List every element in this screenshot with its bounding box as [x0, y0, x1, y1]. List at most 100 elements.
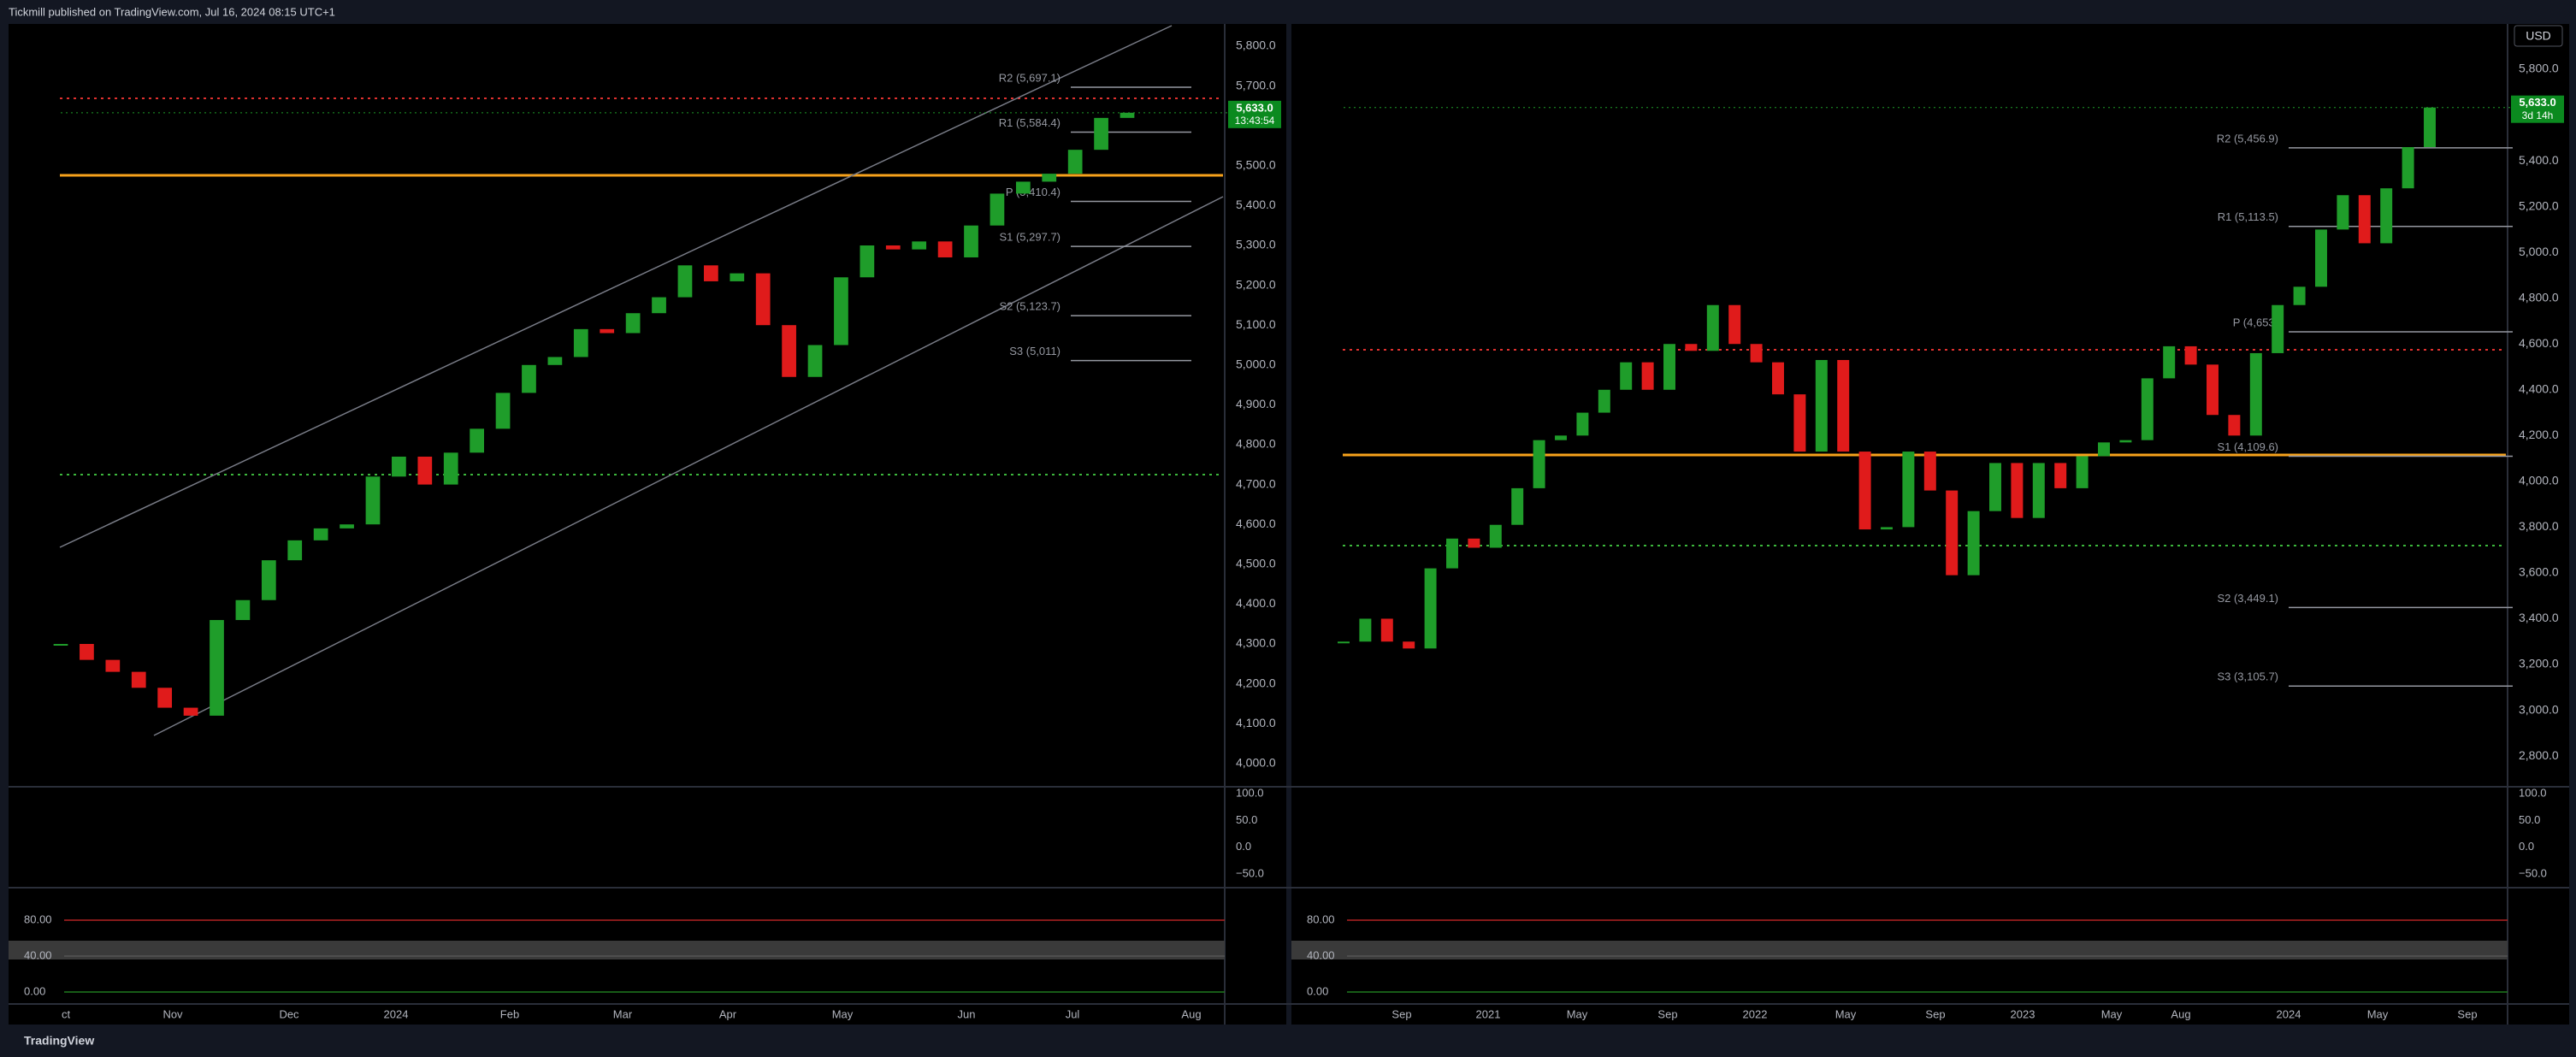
pivot-label: R1 (5,584.4): [999, 116, 1061, 129]
y-tick-label: 3,600.0: [2519, 565, 2559, 579]
candle: [860, 245, 875, 278]
osc-band: [1291, 941, 2508, 960]
y-tick-label: 4,000.0: [2519, 474, 2559, 487]
candle: [392, 456, 406, 477]
pivot-label: S3 (3,105.7): [2217, 670, 2278, 683]
candle: [1338, 641, 1350, 644]
candle: [1946, 490, 1959, 576]
y-tick-label: 5,800.0: [1236, 38, 1276, 52]
y-tick-label: 4,100.0: [1236, 716, 1276, 729]
candle: [2011, 463, 2024, 518]
y-tick-label: 4,800.0: [1236, 437, 1276, 451]
y-tick-label: 5,000.0: [1236, 357, 1276, 371]
candle: [573, 328, 588, 357]
x-tick-label: May: [1835, 1007, 1857, 1020]
y-tick-label: 5,200.0: [2519, 198, 2559, 212]
x-tick-label: Jul: [1066, 1007, 1080, 1020]
pivot-label: P (4,653): [2233, 316, 2278, 328]
currency-box[interactable]: [2514, 25, 2563, 47]
osc2-tick-label: 80.00: [24, 912, 52, 925]
x-tick-label: 2023: [2011, 1007, 2035, 1020]
y-tick-label: 4,400.0: [1236, 596, 1276, 610]
osc2-tick-label: 80.00: [1307, 912, 1335, 925]
osc1-tick-label: 100.0: [2519, 786, 2547, 799]
candle: [1489, 524, 1502, 548]
panel-separators: [9, 24, 2569, 1025]
x-tick-label: Dec: [279, 1007, 299, 1020]
pivot-label: S2 (3,449.1): [2217, 592, 2278, 605]
x-tick-label: Aug: [1181, 1007, 1201, 1020]
candle: [547, 357, 563, 365]
candle: [1750, 344, 1763, 363]
y-tick-label: 3,200.0: [2519, 657, 2559, 670]
candle: [1468, 538, 1480, 548]
candle: [2402, 147, 2414, 189]
candle: [1576, 412, 1589, 436]
x-tick-label: May: [2367, 1007, 2389, 1020]
x-tick-label: May: [1567, 1007, 1588, 1020]
x-tick-label: Feb: [500, 1007, 519, 1020]
price-badge: [1228, 100, 1281, 128]
pivot-label: R2 (5,697.1): [999, 71, 1061, 84]
x-tick-label: Sep: [2457, 1007, 2477, 1020]
candle: [677, 265, 693, 298]
candle: [1837, 359, 1850, 452]
candle: [1555, 435, 1567, 440]
candle: [2337, 195, 2349, 230]
y-tick-label: 5,800.0: [2519, 62, 2559, 75]
candle: [600, 328, 615, 334]
pivot-label: S2 (5,123.7): [999, 300, 1061, 313]
y-tick-label: 4,800.0: [2519, 290, 2559, 304]
y-tick-label: 4,600.0: [1236, 517, 1276, 530]
price-badge-label: 5,633.0: [1236, 101, 1273, 114]
candle: [1533, 440, 1545, 488]
y-tick-label: 5,300.0: [1236, 238, 1276, 251]
y-tick-label: 4,200.0: [2519, 428, 2559, 441]
osc1-tick-label: 0.0: [1236, 840, 1251, 853]
oscillator-bands: [9, 941, 2508, 960]
candle: [340, 524, 354, 528]
candle: [2032, 463, 2045, 518]
candle: [1989, 463, 2001, 511]
osc1-tick-label: −50.0: [2519, 866, 2547, 879]
countdown: 13:43:54: [1235, 115, 1275, 127]
candle: [1815, 359, 1828, 452]
channel-line: [59, 25, 1173, 548]
pivot-label: S3 (5,011): [1009, 345, 1061, 357]
candle: [2228, 415, 2241, 436]
candle: [131, 671, 146, 688]
candle: [1067, 150, 1083, 174]
candle: [235, 599, 251, 621]
currency[interactable]: USD: [2526, 29, 2551, 43]
candle: [210, 620, 224, 716]
countdown: 3d 14h: [2522, 109, 2554, 121]
osc1-tick-label: 100.0: [1236, 786, 1264, 799]
candle: [937, 241, 953, 257]
y-tick-label: 4,700.0: [1236, 476, 1276, 490]
candle: [2272, 304, 2284, 353]
y-tick-label: 5,700.0: [1236, 78, 1276, 92]
candle: [1706, 304, 1719, 351]
candle: [2076, 456, 2089, 488]
x-tick-label: Nov: [162, 1007, 183, 1020]
candle: [1793, 394, 1806, 452]
candle: [495, 393, 511, 429]
x-tick-label: Mar: [613, 1007, 633, 1020]
candle: [1772, 362, 1784, 395]
candle: [470, 428, 484, 453]
candle: [1685, 344, 1698, 351]
candle: [2184, 345, 2197, 365]
x-tick-label: May: [2101, 1007, 2123, 1020]
candle: [1641, 362, 1654, 390]
candle: [53, 644, 68, 646]
candle: [1598, 389, 1610, 413]
y-tick-label: 2,800.0: [2519, 748, 2559, 762]
x-tick-label: Sep: [1657, 1007, 1677, 1020]
osc1-tick-label: −50.0: [1236, 866, 1264, 879]
candle: [313, 528, 328, 540]
x-tick-label: ct: [62, 1007, 71, 1020]
osc2-tick-label: 0.00: [24, 984, 45, 997]
x-tick-label: Sep: [1391, 1007, 1411, 1020]
